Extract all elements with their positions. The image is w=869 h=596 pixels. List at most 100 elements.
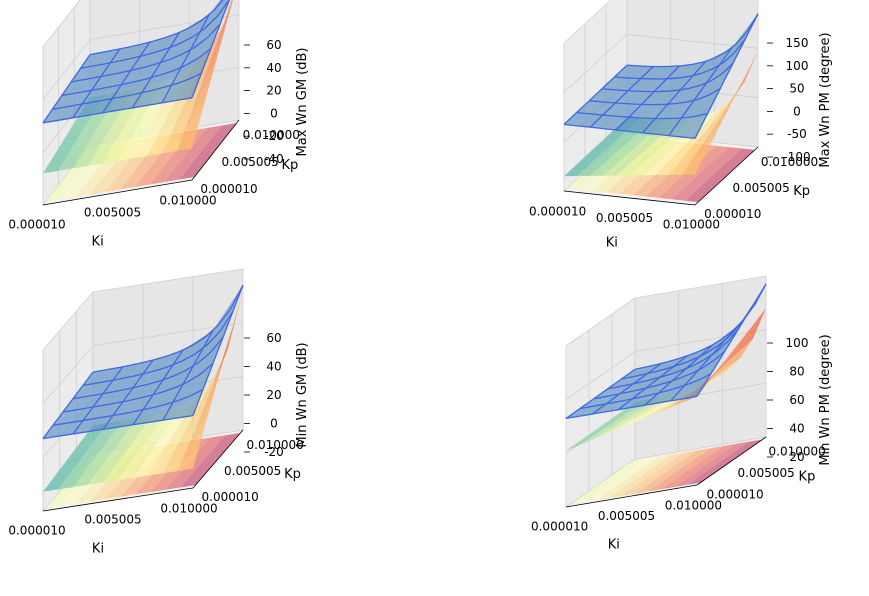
surface-patch <box>646 404 666 414</box>
wireframe-line <box>72 48 121 119</box>
surface-patch <box>203 361 223 410</box>
wireframe-fill <box>566 284 766 419</box>
x-tick-label: 0.010000 <box>663 218 720 232</box>
surface-patch <box>661 149 681 158</box>
surface-patch <box>161 111 181 129</box>
surface-patch <box>590 170 610 176</box>
surface-patch <box>101 111 121 123</box>
surface-patch <box>133 448 153 460</box>
surface-patch <box>700 118 720 138</box>
surface-patch <box>746 308 766 346</box>
z-tick-label: -100 <box>783 150 810 164</box>
surface-patch <box>602 159 623 165</box>
x-axis-line <box>42 179 193 206</box>
surface-patch <box>642 157 662 164</box>
z-tick-label: 150 <box>786 36 809 50</box>
y-tick-label: 0.005005 <box>738 466 795 480</box>
y-tick-label: 0.010000 <box>761 155 818 169</box>
floor-contour <box>164 125 222 182</box>
x-axis-line <box>42 487 194 512</box>
surface-patch <box>98 427 118 437</box>
grid-line <box>563 34 628 93</box>
surface-patch <box>589 158 610 165</box>
surface-patch <box>706 107 726 123</box>
wireframe-line <box>615 65 680 131</box>
surface-patch <box>634 142 655 148</box>
x-axis-line <box>565 484 698 508</box>
y-axis-line <box>191 119 240 181</box>
surface-patch <box>619 417 640 427</box>
surface-patch <box>658 400 679 411</box>
x-axis-label: Ki <box>92 235 104 250</box>
surface-patch <box>219 0 233 36</box>
surface-patch <box>146 119 167 134</box>
z-tick-label: 0 <box>270 417 278 431</box>
wireframe-fill <box>564 13 758 139</box>
surface-patch <box>719 358 740 376</box>
subplot-3: 0.000010 0.005005 0.010000 Ki 0.000010 0.0050… <box>8 268 310 556</box>
z-tick-label: 50 <box>789 82 804 96</box>
y-tick-label: 0.000010 <box>200 182 257 196</box>
surface-patch <box>600 417 621 427</box>
surface-patch <box>601 135 622 142</box>
z-tick-label: 60 <box>266 331 281 345</box>
surface-patch <box>631 414 652 424</box>
surface-patch <box>188 415 208 447</box>
y-tick-label: 0.000010 <box>202 490 259 504</box>
surface-patch <box>123 463 143 474</box>
surface-patch <box>106 124 127 135</box>
x-tick-label: 0.005005 <box>84 206 141 220</box>
z-tick-label: 20 <box>266 84 281 98</box>
wireframe-line <box>42 54 91 124</box>
wireframe-line <box>92 284 244 373</box>
surface-patch <box>103 473 123 483</box>
surface-patch <box>78 453 98 463</box>
floor-contour <box>661 443 737 490</box>
x-tick-label: 0.000010 <box>529 204 586 218</box>
surface-patch <box>622 153 642 159</box>
floor-contour <box>621 450 697 496</box>
surface-patch <box>86 114 106 126</box>
surface-patch <box>620 409 641 418</box>
surface-patch <box>651 404 672 415</box>
surface-patch <box>608 141 628 148</box>
surface-patch <box>103 455 123 465</box>
surface-patch <box>657 402 678 413</box>
surface-patch <box>118 435 138 445</box>
surface-patch <box>619 414 640 423</box>
wireframe-fill <box>43 285 243 439</box>
z-tick-label: 40 <box>266 61 281 75</box>
z-axis-label: Max Wn GM (dB) <box>295 48 310 157</box>
surface-patch <box>688 149 708 166</box>
surface-patch <box>48 476 68 486</box>
surface-patch <box>133 467 153 478</box>
surface-patch <box>609 164 629 171</box>
floor-contour <box>635 448 711 494</box>
wireframe-line <box>42 414 194 440</box>
x-tick-label: 0.005005 <box>84 513 141 527</box>
surface-patch <box>53 469 73 479</box>
surface-patch <box>171 112 192 133</box>
surface-patch <box>655 155 675 164</box>
surface-patch <box>96 119 116 131</box>
surface-patch <box>579 431 600 441</box>
surface-patch <box>97 139 117 151</box>
wireframe-line <box>694 13 759 139</box>
surface-patch <box>609 153 629 159</box>
z-axis-label: Min Wn PM (degree) <box>818 334 833 465</box>
surface-patch <box>83 429 103 439</box>
surface-patch <box>193 385 213 417</box>
surface-patch <box>83 447 103 457</box>
surface-patch <box>126 133 147 145</box>
surface-patch <box>713 100 733 129</box>
surface-patch <box>193 397 213 435</box>
surface-patch <box>732 325 753 358</box>
wireframe-line <box>192 284 244 416</box>
wireframe-line <box>618 355 688 411</box>
surface-patch <box>654 135 674 143</box>
surface-patch <box>638 410 659 420</box>
surface-patch <box>58 480 78 490</box>
wireframe-line <box>696 283 767 397</box>
surface-patch <box>158 427 178 442</box>
surface-patch <box>163 435 183 452</box>
